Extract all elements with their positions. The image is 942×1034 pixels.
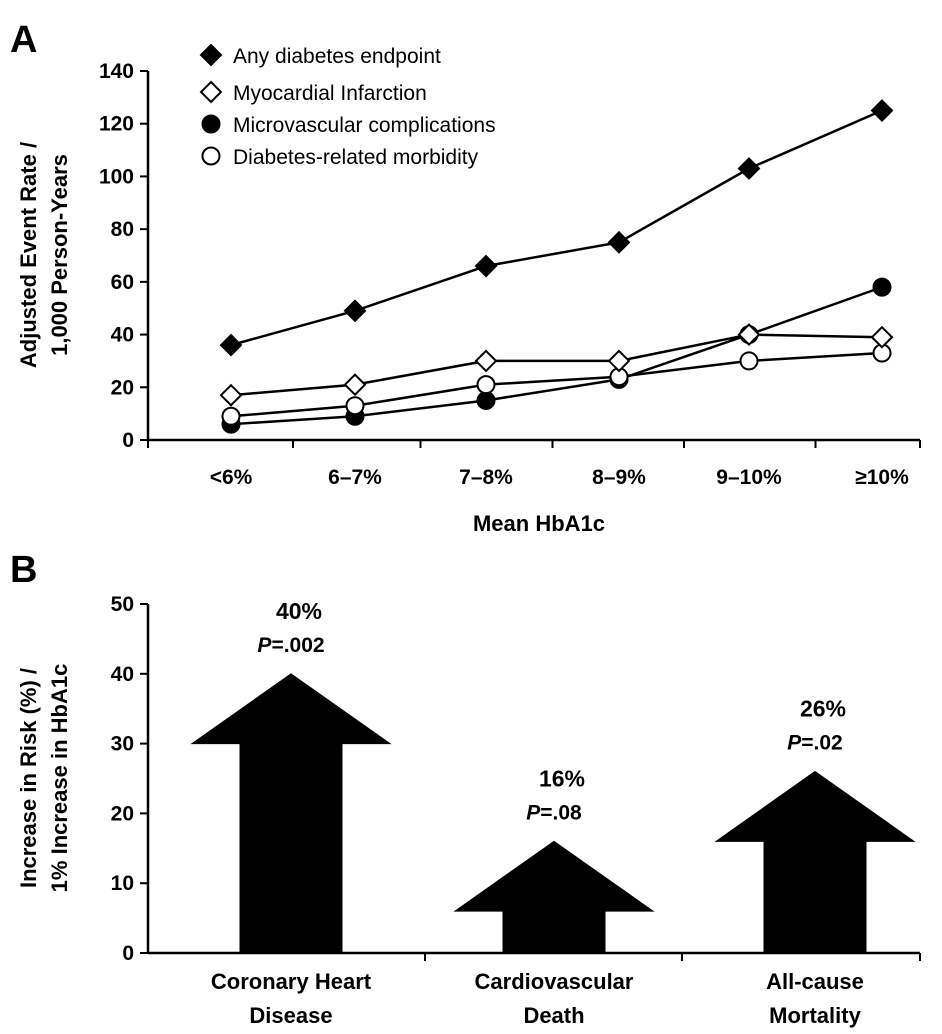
- data-point-series-4: [345, 396, 365, 416]
- legend-marker-2: [199, 80, 223, 104]
- legend-label-4: Diabetes-related morbidity: [233, 146, 479, 169]
- y-tick-label-a: 40: [111, 324, 134, 347]
- arrow-bar-3: [714, 770, 916, 954]
- p-value: =.02: [801, 732, 842, 755]
- x-tick-label-a: 9–10%: [716, 466, 782, 489]
- value-label-1: 40%: [276, 598, 322, 624]
- y-tick-label-a: 0: [122, 429, 134, 452]
- y-axis-title-a: Adjusted Event Rate /1,000 Person-Years: [16, 142, 72, 368]
- data-point-series-4: [476, 375, 496, 395]
- data-point-series-2: [219, 383, 243, 407]
- data-point-series-2: [343, 373, 367, 397]
- p-value-label-2: P=.08: [526, 801, 582, 824]
- panel-a: A Any diabetes endpoint Myocardial Infarc…: [10, 19, 921, 536]
- data-point-series-1: [870, 99, 894, 122]
- data-point-series-4: [739, 351, 759, 371]
- y-tick-label-b: 10: [111, 872, 134, 895]
- y-axis-title-b: Increase in Risk (%) /1% Increase in HbA…: [16, 664, 72, 893]
- legend-marker-4: [201, 146, 221, 166]
- legend-label-3: Microvascular complications: [233, 114, 496, 137]
- p-value-label-3: P=.02: [787, 732, 842, 755]
- x-category-label-b: Death: [523, 1003, 584, 1028]
- p-symbol: P: [787, 732, 802, 755]
- panel-b: B 0 10 20 30 40 50 Coronary Heart Disease Cardi…: [10, 549, 921, 1028]
- data-point-series-4: [221, 406, 241, 426]
- data-point-series-3: [872, 277, 892, 297]
- x-axis-title-a: Mean HbA1c: [473, 511, 605, 536]
- x-tick-label-a: 7–8%: [459, 466, 513, 489]
- legend-label-2: Myocardial Infarction: [233, 82, 427, 105]
- x-tick-label-a: 6–7%: [328, 466, 382, 489]
- data-point-series-1: [607, 230, 631, 254]
- x-tick-label-a: ≥10%: [855, 466, 909, 489]
- x-tick-label-a: <6%: [210, 466, 253, 489]
- legend-label-1: Any diabetes endpoint: [233, 45, 441, 68]
- value-label-2: 16%: [539, 765, 585, 791]
- y-axis-title-line: 1,000 Person-Years: [47, 154, 72, 356]
- p-value-label-1: P=.002: [257, 634, 324, 657]
- y-tick-label-b: 40: [111, 663, 134, 686]
- legend-marker-3: [201, 114, 221, 134]
- p-symbol: P: [526, 801, 541, 824]
- arrow-bar-1: [190, 673, 392, 954]
- y-axis-title-line: 1% Increase in HbA1c: [47, 664, 72, 893]
- data-point-series-3: [476, 390, 496, 410]
- x-category-label-b: Cardiovascular: [475, 969, 634, 994]
- p-value: =.08: [540, 801, 582, 824]
- y-axis-b: 0 10 20 30 40 50: [111, 593, 150, 965]
- p-symbol: P: [257, 634, 272, 657]
- data-point-series-1: [474, 254, 498, 278]
- legend-marker-1: [199, 43, 223, 67]
- y-tick-label-a: 60: [111, 271, 134, 294]
- y-tick-label-b: 0: [122, 942, 134, 965]
- x-axis-a: <6% 6–7% 7–8% 8–9% 9–10% ≥10%: [147, 438, 921, 489]
- series-line-3: [230, 285, 883, 426]
- data-point-series-1: [343, 299, 367, 323]
- x-category-label-b: All-cause: [766, 969, 864, 994]
- y-tick-label-a: 80: [111, 218, 134, 241]
- arrow-bar-2: [453, 840, 655, 954]
- y-tick-label-a: 120: [99, 113, 134, 136]
- y-axis-title-line: Adjusted Event Rate /: [16, 142, 41, 368]
- value-label-3: 26%: [800, 696, 846, 722]
- series-line-1: [230, 109, 883, 347]
- panel-b-letter: B: [10, 549, 37, 591]
- panel-a-letter: A: [10, 19, 37, 61]
- y-axis-a: 0 20 40 60 80 100 120 140: [99, 60, 150, 452]
- data-point-series-1: [737, 157, 761, 180]
- y-axis-title-line: Increase in Risk (%) /: [16, 668, 41, 888]
- y-tick-label-a: 140: [99, 60, 134, 83]
- y-tick-label-b: 50: [111, 593, 134, 616]
- x-category-label-b: Coronary Heart: [211, 969, 372, 994]
- data-point-series-2: [474, 349, 498, 373]
- p-value: =.002: [271, 634, 324, 657]
- legend-a: Any diabetes endpoint Myocardial Infarcti…: [199, 43, 496, 169]
- y-tick-label-a: 20: [111, 376, 134, 399]
- x-category-label-b: Disease: [249, 1003, 332, 1028]
- x-category-label-b: Mortality: [769, 1003, 861, 1028]
- x-axis-b: Coronary Heart Disease Cardiovascular Death…: [148, 951, 921, 1028]
- series-line-2: [230, 333, 883, 397]
- data-point-series-2: [737, 323, 761, 346]
- x-tick-label-a: 8–9%: [592, 466, 646, 489]
- y-tick-label-b: 30: [111, 733, 134, 756]
- series-group-a: [219, 99, 894, 434]
- data-point-series-2: [870, 325, 894, 349]
- series-line-4: [230, 351, 883, 418]
- y-tick-label-a: 100: [99, 165, 134, 188]
- data-point-series-1: [219, 333, 243, 357]
- data-point-series-2: [607, 349, 631, 373]
- y-tick-label-b: 20: [111, 802, 134, 825]
